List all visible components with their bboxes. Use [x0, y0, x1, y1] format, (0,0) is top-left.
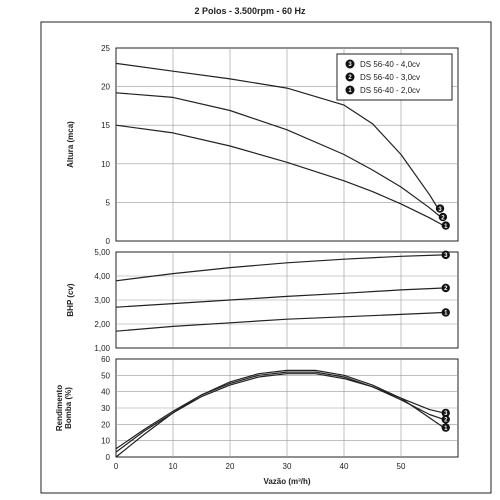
eff-y-tick-label: 10: [101, 437, 110, 446]
x-tick-label: 40: [340, 462, 349, 471]
eff-y-tick-label: 40: [101, 388, 110, 397]
series-end-marker-1: [441, 423, 450, 432]
series-end-marker-2: [441, 283, 450, 293]
legend-box: [336, 53, 453, 101]
eff-y-tick-label: 20: [101, 420, 110, 429]
head-y-tick-label: 20: [101, 83, 110, 92]
eff-y-tick-label: 30: [101, 404, 110, 413]
series-end-marker-3: [441, 408, 450, 418]
head-y-axis-label: Altura (mca): [66, 121, 75, 168]
head-y-tick-label: 25: [101, 44, 110, 53]
x-axis-label: Vazão (m³/h): [263, 477, 310, 486]
legend-entry-label: DS 56-40 - 3,0cv: [360, 73, 420, 82]
x-tick-label: 20: [226, 462, 235, 471]
eff-y-axis-label: RendimentoBomba (%): [55, 385, 73, 431]
legend-entry-label: DS 56-40 - 4,0cv: [360, 60, 420, 69]
bhp-y-tick-label: 4,00: [94, 272, 110, 281]
legend: 3 DS 56-40 - 4,0cv 2 DS 56-40 - 3,0cv 1 DS 56…: [336, 53, 453, 101]
legend-marker-1: [345, 85, 355, 95]
series-line-1: [115, 311, 444, 332]
eff-y-axis-label-line: Rendimento: [55, 385, 64, 431]
bhp-y-axis-label: BHP (cv): [66, 283, 75, 317]
eff-y-tick-label: 50: [101, 371, 110, 380]
series-end-marker-label: 2: [444, 418, 448, 424]
series-line-2: [115, 371, 444, 450]
eff-y-tick-label: 60: [101, 355, 110, 364]
bhp-y-tick-label: 2,00: [94, 320, 110, 329]
legend-marker-3: [345, 59, 355, 69]
head-y-tick-label: 0: [106, 237, 111, 246]
series-end-marker-label: 1: [444, 426, 448, 432]
series-end-marker-label: 2: [444, 286, 448, 292]
series-line-3: [115, 62, 439, 209]
legend-marker-label: 2: [348, 75, 352, 81]
x-tick-label: 30: [283, 462, 292, 471]
page-title: 2 Polos - 3.500rpm - 60 Hz: [194, 6, 306, 16]
series-end-marker-2: [441, 415, 450, 424]
eff-y-tick-label: 0: [106, 453, 111, 462]
eff-y-axis-label-line: Bomba (%): [64, 387, 73, 429]
series-end-marker-1: [441, 221, 450, 230]
series-end-marker-label: 3: [444, 253, 448, 259]
legend-marker-label: 1: [348, 88, 352, 94]
series-line-2: [115, 92, 442, 218]
series-end-marker-label: 3: [444, 411, 448, 417]
bhp-y-tick-label: 1,00: [94, 344, 110, 353]
legend-marker-2: [345, 72, 355, 82]
panel-eff: 0 10 20 30 40 50 60 0 10 20 30 40 50 Vazão (m³/h) Rend…: [55, 355, 459, 486]
outer-frame: [40, 21, 492, 494]
series-end-marker-3: [441, 250, 450, 260]
series-end-marker-label: 3: [438, 207, 442, 213]
series-line-2: [115, 287, 444, 308]
bhp-y-tick-label: 3,00: [94, 296, 110, 305]
x-tick-label: 50: [397, 462, 406, 471]
head-y-tick-label: 5: [106, 198, 111, 207]
series-line-3: [115, 254, 444, 282]
series-end-marker-label: 1: [444, 311, 448, 317]
series-end-marker-label: 1: [444, 224, 448, 230]
series-line-1: [115, 124, 445, 227]
series-end-marker-3: [435, 204, 445, 213]
head-y-tick-label: 15: [101, 121, 110, 130]
series-end-marker-label: 2: [441, 215, 445, 221]
panel-bhp: 1,00 2,00 3,00 4,00 5,00 BHP (cv) 3 2 1: [66, 248, 459, 353]
legend-entry-label: DS 56-40 - 2,0cv: [360, 86, 420, 95]
bhp-y-tick-label: 5,00: [94, 248, 110, 257]
x-tick-label: 0: [114, 462, 119, 471]
series-line-1: [115, 369, 445, 458]
series-end-marker-1: [441, 308, 450, 317]
legend-marker-label: 3: [348, 62, 352, 68]
series-end-marker-2: [438, 212, 448, 222]
head-y-tick-label: 10: [101, 160, 110, 169]
x-tick-label: 10: [169, 462, 178, 471]
